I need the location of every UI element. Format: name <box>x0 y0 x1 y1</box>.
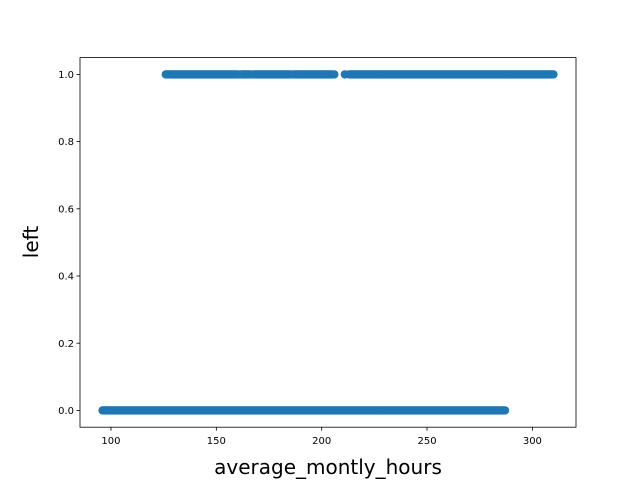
points-layer <box>98 70 558 415</box>
y-tick-label: 0.2 <box>58 339 74 350</box>
x-tick-label: 100 <box>101 436 120 447</box>
data-point-left-1 <box>340 70 350 79</box>
ticks-layer: 100 150 200 250 300 0.0 0.2 0.4 0.6 0.8 1.0 <box>58 70 542 447</box>
x-tick-label: 250 <box>417 436 436 447</box>
plot-frame <box>79 57 577 428</box>
data-point-left-1 <box>287 70 297 79</box>
y-tick-label: 0.6 <box>58 204 74 215</box>
x-tick-label: 200 <box>312 436 331 447</box>
y-tick-label: 0.4 <box>58 272 74 283</box>
x-axis-label: average_montly_hours <box>214 455 442 479</box>
y-axis-label: left <box>19 226 43 259</box>
data-point-left-1 <box>235 70 244 79</box>
data-point-left-1 <box>330 70 339 79</box>
data-point-left-0 <box>500 406 510 415</box>
y-tick-label: 1.0 <box>58 70 74 81</box>
x-tick-label: 150 <box>207 436 226 447</box>
x-tick-label: 300 <box>523 436 542 447</box>
y-tick-label: 0.8 <box>58 137 74 148</box>
data-point-left-1 <box>549 70 558 79</box>
y-tick-label: 0.0 <box>58 406 74 417</box>
data-point-left-1 <box>247 70 257 79</box>
